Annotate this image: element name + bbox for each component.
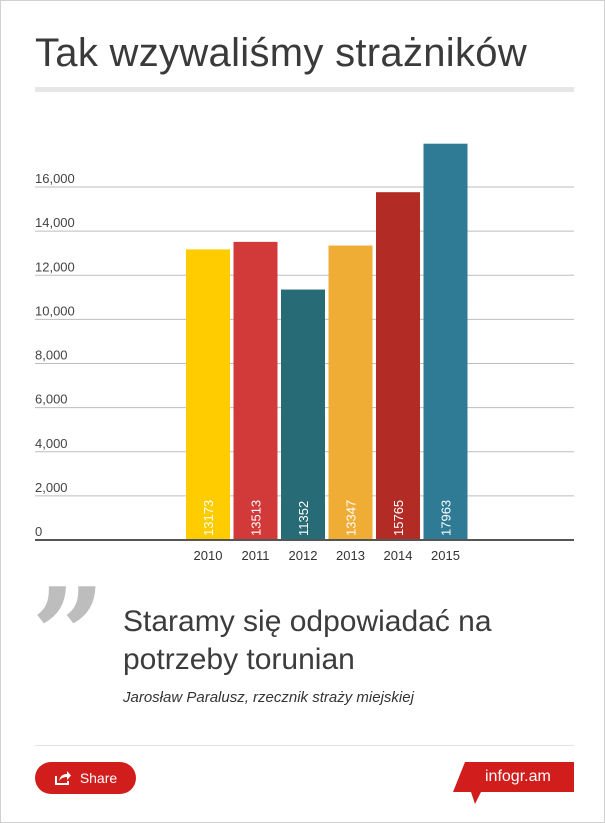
quote-author: Jarosław Paralusz, rzecznik straży miejs… xyxy=(123,689,414,706)
x-tick-label: 2011 xyxy=(242,548,270,563)
bar xyxy=(423,143,468,540)
bar xyxy=(281,289,325,540)
quote-text: Staramy się odpowiadać na potrzeby torun… xyxy=(123,605,492,676)
bar xyxy=(233,241,278,540)
y-tick-label: 6,000 xyxy=(35,392,68,407)
x-tick-label: 2012 xyxy=(289,548,318,563)
quote-mark-icon: ” xyxy=(31,559,106,712)
y-tick-label: 2,000 xyxy=(35,480,68,495)
bar-chart: 0 2,000 4,000 6,000 8,000 10,000 12,000 14,000 1… xyxy=(35,143,574,563)
brand-label[interactable]: infogr.am xyxy=(485,768,551,785)
bar-value-label: 17963 xyxy=(439,500,454,536)
page-title: Tak wzywaliśmy strażników xyxy=(35,31,528,75)
x-tick-label: 2013 xyxy=(336,548,365,563)
x-tick-label: 2015 xyxy=(431,548,460,563)
y-tick-label: 4,000 xyxy=(35,436,68,451)
share-icon xyxy=(54,771,71,785)
share-button[interactable]: Share xyxy=(35,762,136,794)
y-tick-label: 8,000 xyxy=(35,348,68,363)
bar xyxy=(376,192,420,540)
bar-value-label: 13173 xyxy=(201,500,216,536)
y-tick-label: 12,000 xyxy=(35,259,75,274)
y-tick-label: 0 xyxy=(35,524,42,539)
bar-value-label: 13347 xyxy=(344,500,359,536)
bar-value-label: 15765 xyxy=(391,500,406,536)
brand-logo[interactable] xyxy=(453,762,574,804)
y-tick-label: 10,000 xyxy=(35,303,75,318)
bar xyxy=(186,249,230,541)
share-label: Share xyxy=(79,770,118,786)
bar xyxy=(328,245,373,541)
bar-value-label: 11352 xyxy=(296,501,311,536)
footer-divider xyxy=(35,745,574,746)
bar-value-label: 13513 xyxy=(249,500,264,536)
x-tick-label: 2010 xyxy=(194,548,223,563)
y-tick-label: 16,000 xyxy=(35,171,75,186)
x-tick-label: 2014 xyxy=(384,548,413,563)
y-tick-label: 14,000 xyxy=(35,215,75,230)
title-divider xyxy=(35,87,574,92)
